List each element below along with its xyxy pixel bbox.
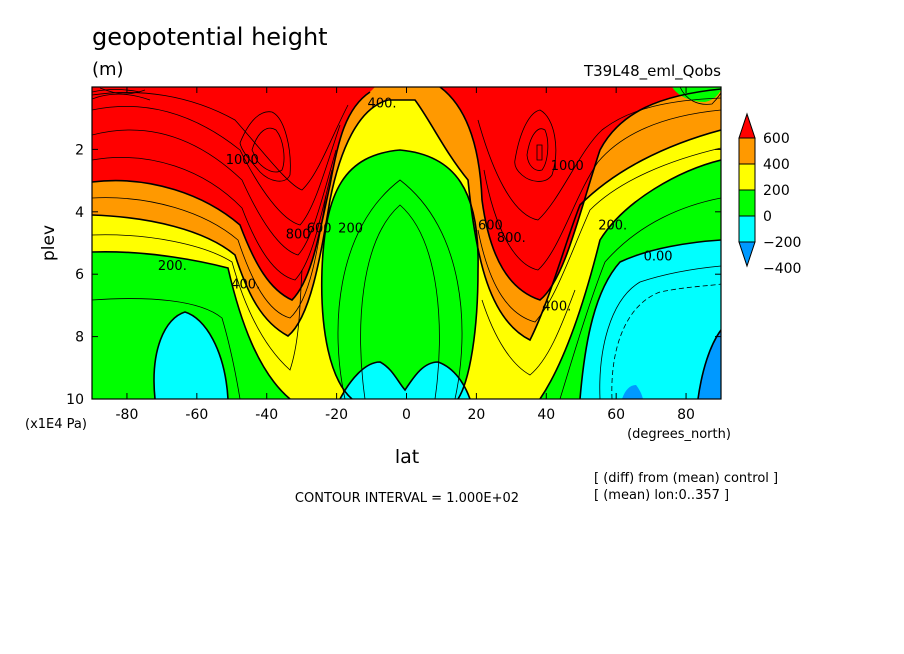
- contour-interval: CONTOUR INTERVAL = 1.000E+02: [295, 491, 519, 506]
- x-tick-label: 20: [467, 407, 485, 423]
- colorbar-label: −200: [763, 235, 801, 251]
- x-axis: -80 -60 -40 -20 0 20 40 60 80: [116, 87, 695, 423]
- x-tick-label: -20: [325, 407, 348, 423]
- minor-contours: [92, 87, 721, 399]
- colorbar-bin: [738, 137, 756, 165]
- contour-label: 0.00: [644, 249, 673, 264]
- x-tick-label: 40: [537, 407, 555, 423]
- colorbar-label: 400: [763, 157, 790, 173]
- contour-label: 200.: [598, 218, 627, 233]
- contour-label: 1000: [551, 159, 584, 174]
- colorbar-bin: [738, 215, 756, 243]
- x-tick-label: -40: [255, 407, 278, 423]
- x-tick-label: 80: [677, 407, 695, 423]
- chart-title: geopotential height: [92, 23, 328, 51]
- chart-units: (m): [92, 59, 124, 80]
- y-axis-label: plev: [39, 225, 59, 261]
- x-axis-units: (degrees_north): [627, 427, 731, 442]
- contour-label: 400.: [542, 299, 571, 314]
- contour-field: [92, 87, 721, 399]
- y-tick-label: 8: [75, 330, 84, 346]
- contour-label: 800: [286, 228, 311, 243]
- colorbar-bin: [738, 189, 756, 217]
- x-tick-label: -60: [185, 407, 208, 423]
- contour-label: 200: [338, 221, 363, 236]
- y-tick-label: 10: [66, 392, 84, 408]
- note-mean: [ (mean) lon:0..357 ]: [594, 488, 729, 503]
- contour-label: 200.: [158, 259, 187, 274]
- dataset-label: T39L48_eml_Qobs: [583, 62, 721, 81]
- y-axis-units: (x1E4 Pa): [25, 417, 87, 432]
- contour-label: 800.: [497, 231, 526, 246]
- colorbar: 600 400 200 0 −200 −400: [738, 112, 801, 277]
- y-tick-label: 6: [75, 267, 84, 283]
- y-axis: 2 4 6 8 10: [66, 142, 721, 408]
- colorbar-arrow-top: [738, 112, 756, 139]
- band-neg-nh: [580, 240, 721, 399]
- major-contours: [92, 87, 721, 399]
- contour-label: 600: [307, 221, 332, 236]
- colorbar-label: 200: [763, 183, 790, 199]
- y-tick-label: 2: [75, 142, 84, 158]
- contour-label: 400.: [231, 278, 260, 293]
- colorbar-bin: [738, 163, 756, 191]
- contour-label: 600: [478, 218, 503, 233]
- negative-contour: [611, 283, 721, 399]
- contour-label: 1000: [226, 153, 259, 168]
- note-diff: [ (diff) from (mean) control ]: [594, 471, 778, 486]
- colorbar-label: −400: [763, 261, 801, 277]
- x-axis-label: lat: [395, 446, 419, 468]
- colorbar-arrow-bottom: [738, 241, 756, 268]
- colorbar-label: 0: [763, 209, 772, 225]
- band-neg-eq: [340, 362, 470, 399]
- band-below-minus200: [698, 330, 721, 399]
- band-below-minus200-small: [622, 385, 643, 399]
- y-tick-label: 4: [75, 205, 84, 221]
- x-tick-label: -80: [116, 407, 139, 423]
- x-tick-label: 0: [402, 407, 411, 423]
- contour-label: 400.: [368, 97, 397, 112]
- x-tick-label: 60: [607, 407, 625, 423]
- colorbar-label: 600: [763, 131, 790, 147]
